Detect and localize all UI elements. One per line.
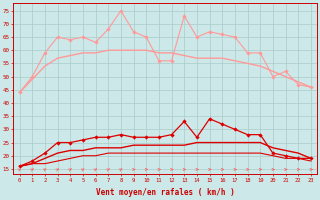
X-axis label: Vent moyen/en rafales ( km/h ): Vent moyen/en rafales ( km/h ) — [96, 188, 235, 197]
